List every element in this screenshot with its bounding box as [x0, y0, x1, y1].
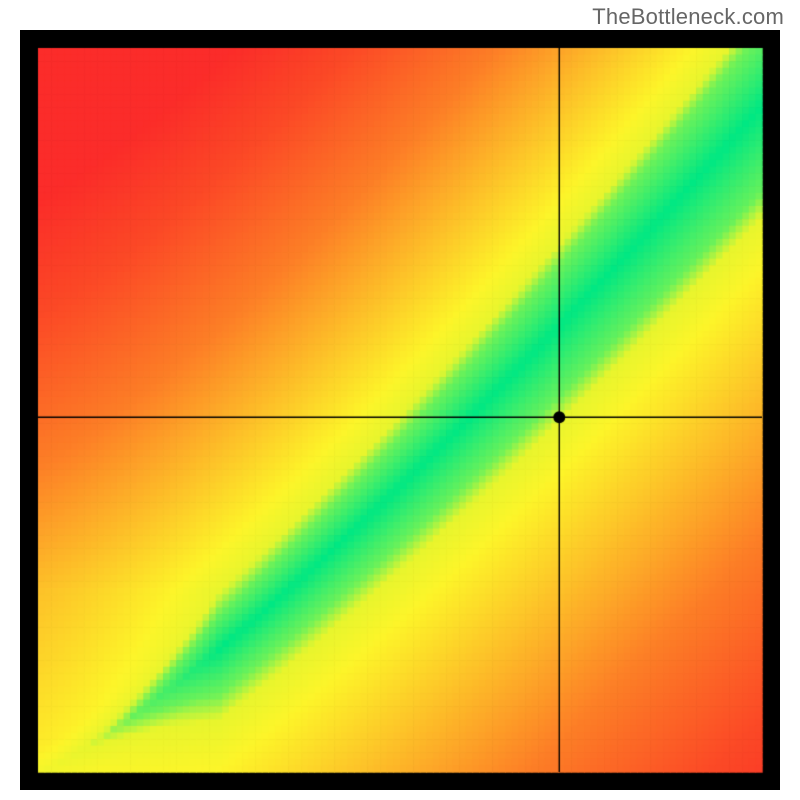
chart-frame — [20, 30, 780, 790]
heatmap-canvas — [20, 30, 780, 790]
chart-container: TheBottleneck.com — [0, 0, 800, 800]
watermark-text: TheBottleneck.com — [592, 4, 784, 30]
